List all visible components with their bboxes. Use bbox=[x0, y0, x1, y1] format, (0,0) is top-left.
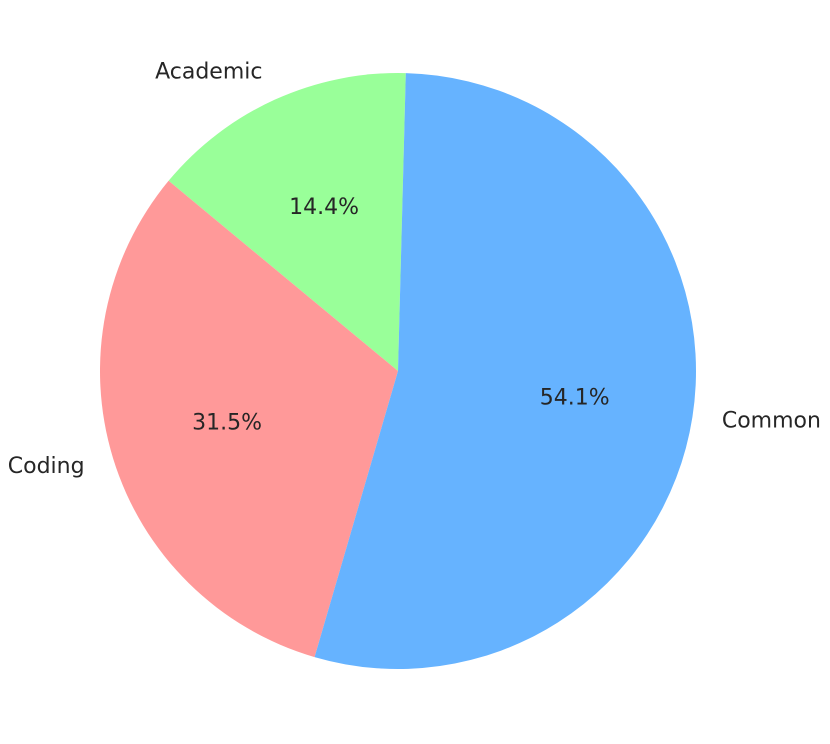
pie-slice bbox=[168, 73, 406, 372]
pie-slice bbox=[99, 180, 399, 658]
category-label: Common bbox=[722, 409, 821, 434]
value-label: 54.1% bbox=[540, 386, 610, 411]
pie-slice bbox=[314, 73, 696, 670]
category-label: Academic bbox=[155, 60, 262, 85]
category-label: Coding bbox=[8, 454, 85, 479]
value-label: 14.4% bbox=[289, 195, 359, 220]
value-label: 31.5% bbox=[192, 410, 262, 435]
